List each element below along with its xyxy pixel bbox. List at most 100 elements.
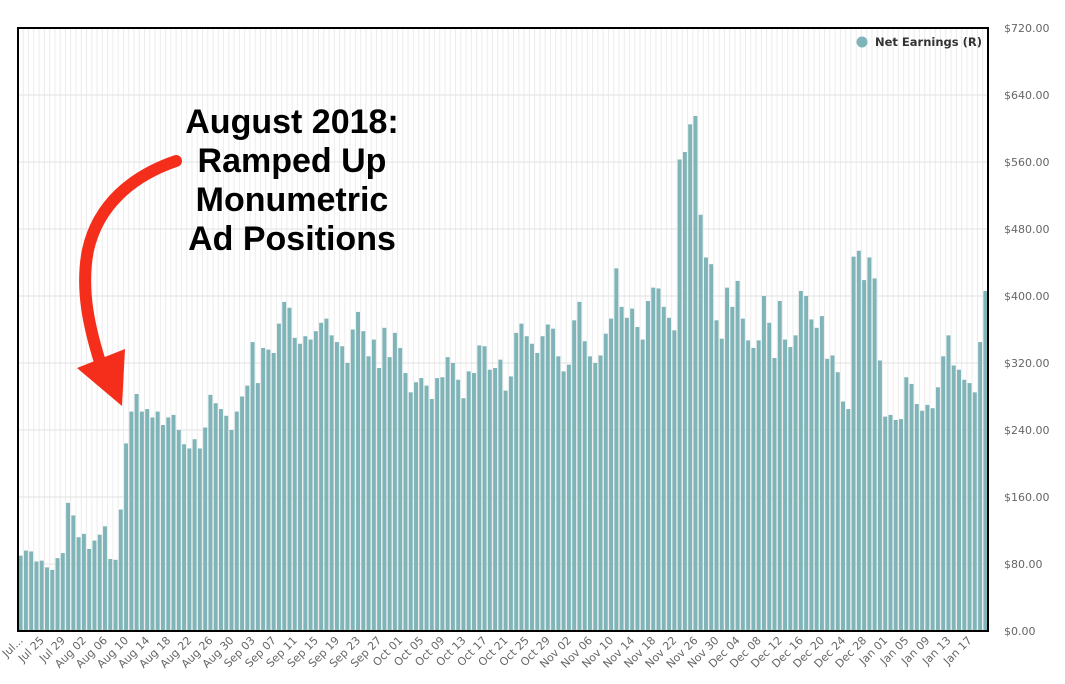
bar[interactable] <box>798 290 803 631</box>
bar[interactable] <box>962 379 967 631</box>
bar[interactable] <box>45 567 49 631</box>
bar[interactable] <box>50 569 55 631</box>
bar[interactable] <box>935 387 940 631</box>
bar[interactable] <box>403 373 408 631</box>
bar[interactable] <box>71 515 76 631</box>
bar[interactable] <box>60 553 65 631</box>
bar[interactable] <box>545 324 550 631</box>
bar[interactable] <box>530 343 534 631</box>
bar[interactable] <box>646 301 650 631</box>
bar[interactable] <box>103 526 107 631</box>
bar[interactable] <box>651 287 656 632</box>
bar[interactable] <box>540 336 545 631</box>
bar[interactable] <box>867 257 872 631</box>
bar[interactable] <box>899 419 903 631</box>
bar[interactable] <box>920 410 925 631</box>
bar[interactable] <box>967 383 972 631</box>
bar[interactable] <box>772 357 777 631</box>
bar[interactable] <box>224 415 229 631</box>
bar[interactable] <box>572 320 577 631</box>
bar[interactable] <box>851 256 856 631</box>
bar[interactable] <box>856 250 861 631</box>
bar[interactable] <box>66 502 71 631</box>
bar[interactable] <box>308 339 313 631</box>
bar[interactable] <box>414 382 418 631</box>
bar[interactable] <box>287 307 292 631</box>
bar[interactable] <box>113 559 118 631</box>
bar[interactable] <box>313 331 318 631</box>
bar[interactable] <box>334 342 339 631</box>
bar[interactable] <box>788 347 793 631</box>
bar[interactable] <box>835 372 840 631</box>
bar[interactable] <box>598 355 603 631</box>
bar[interactable] <box>197 448 202 631</box>
bar[interactable] <box>841 401 845 631</box>
bar[interactable] <box>703 257 708 631</box>
bar[interactable] <box>508 376 513 631</box>
bar[interactable] <box>408 392 413 631</box>
bar[interactable] <box>809 319 814 631</box>
bar[interactable] <box>440 377 445 631</box>
bar[interactable] <box>635 326 640 631</box>
bar[interactable] <box>909 383 914 631</box>
bar[interactable] <box>292 337 297 632</box>
bar[interactable] <box>682 151 687 631</box>
bar[interactable] <box>519 323 524 631</box>
bar[interactable] <box>108 558 113 631</box>
bar[interactable] <box>551 328 556 631</box>
bar[interactable] <box>777 301 782 631</box>
bar[interactable] <box>182 444 187 631</box>
bar[interactable] <box>435 378 440 631</box>
bar[interactable] <box>656 288 661 631</box>
bar[interactable] <box>756 340 761 631</box>
bar[interactable] <box>577 301 582 631</box>
bar[interactable] <box>677 159 682 632</box>
bar[interactable] <box>245 385 250 631</box>
bar[interactable] <box>319 322 324 631</box>
bar[interactable] <box>124 443 129 631</box>
bar[interactable] <box>814 327 819 631</box>
bar[interactable] <box>862 280 867 631</box>
bar[interactable] <box>793 335 798 631</box>
bar[interactable] <box>366 356 371 631</box>
bar[interactable] <box>145 409 150 631</box>
bar[interactable] <box>593 363 598 631</box>
bar[interactable] <box>445 357 450 631</box>
bar[interactable] <box>740 318 745 631</box>
bar[interactable] <box>693 115 698 631</box>
bar[interactable] <box>877 360 882 631</box>
bar[interactable] <box>714 320 719 631</box>
bar[interactable] <box>893 419 898 631</box>
bar[interactable] <box>356 311 360 631</box>
bar[interactable] <box>619 306 624 631</box>
bar[interactable] <box>87 548 92 631</box>
bar[interactable] <box>978 342 983 631</box>
bar[interactable] <box>783 339 788 631</box>
bar[interactable] <box>192 439 197 631</box>
bar[interactable] <box>698 214 703 631</box>
bar[interactable] <box>482 346 487 631</box>
bar[interactable] <box>624 317 629 631</box>
bar[interactable] <box>176 430 181 631</box>
bar[interactable] <box>229 430 234 631</box>
bar[interactable] <box>477 345 482 631</box>
bar[interactable] <box>524 336 529 631</box>
bar[interactable] <box>761 296 766 631</box>
bar[interactable] <box>298 343 303 631</box>
bar[interactable] <box>561 371 566 632</box>
bar[interactable] <box>139 411 144 631</box>
bar[interactable] <box>688 124 693 631</box>
bar[interactable] <box>614 268 619 631</box>
bar[interactable] <box>930 408 935 631</box>
bar[interactable] <box>746 340 751 631</box>
bar[interactable] <box>514 332 519 631</box>
bar[interactable] <box>609 318 614 631</box>
bar[interactable] <box>804 296 809 631</box>
legend[interactable]: Net Earnings (R) <box>856 35 982 49</box>
bar[interactable] <box>134 393 139 631</box>
bar[interactable] <box>345 363 350 631</box>
bar[interactable] <box>398 347 403 631</box>
bar[interactable] <box>941 356 946 631</box>
bar[interactable] <box>535 352 540 631</box>
bar[interactable] <box>498 359 503 631</box>
